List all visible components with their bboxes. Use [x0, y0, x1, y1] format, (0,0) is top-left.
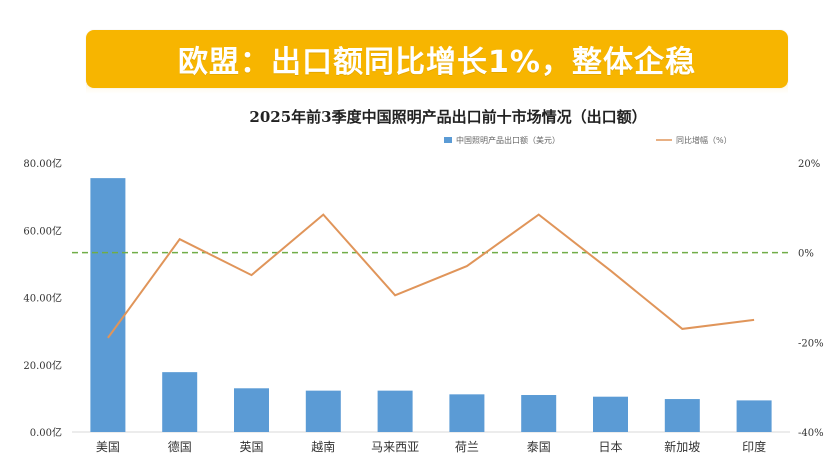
- left-tick-label: 60.00亿: [23, 224, 62, 237]
- category-label: 印度: [742, 439, 766, 454]
- legend: 中国照明产品出口额（美元） 同比增幅（%）: [444, 135, 732, 145]
- category-label: 越南: [311, 439, 335, 454]
- banner-shadow: [86, 84, 788, 94]
- bar-series: [90, 178, 772, 432]
- legend-bar-label: 中国照明产品出口额（美元）: [456, 135, 560, 145]
- bar: [449, 394, 485, 432]
- bar: [521, 395, 557, 432]
- bar: [90, 178, 126, 432]
- bar: [736, 400, 772, 432]
- right-tick-label: -20%: [798, 338, 824, 349]
- category-label: 英国: [239, 440, 263, 454]
- bar: [305, 390, 341, 432]
- category-label: 美国: [96, 440, 120, 454]
- category-label: 荷兰: [455, 440, 479, 454]
- bar: [377, 390, 413, 432]
- left-tick-label: 40.00亿: [23, 292, 62, 305]
- right-axis: -40% -20% 0% 20%: [798, 159, 824, 439]
- category-label: 新加坡: [664, 439, 700, 454]
- bar: [664, 399, 700, 432]
- category-label: 日本: [598, 440, 622, 454]
- legend-line-label: 同比增幅（%）: [676, 135, 732, 145]
- bar: [162, 372, 198, 432]
- category-label: 德国: [168, 439, 192, 454]
- category-label: 马来西亚: [371, 440, 419, 454]
- left-tick-label: 20.00亿: [23, 359, 62, 372]
- headline-text: 欧盟：出口额同比增长1%，整体企稳: [178, 45, 696, 80]
- right-tick-label: 20%: [798, 159, 820, 170]
- category-label: 泰国: [527, 440, 551, 454]
- headline-banner: 欧盟：出口额同比增长1%，整体企稳: [86, 30, 788, 88]
- left-axis: 0.00亿 20.00亿 40.00亿 60.00亿 80.00亿: [23, 157, 62, 439]
- bar: [593, 396, 628, 432]
- left-tick-label: 0.00亿: [30, 426, 62, 439]
- right-tick-label: -40%: [798, 428, 824, 439]
- growth-line: [107, 213, 755, 339]
- category-labels: 美国 德国 英国 越南 马来西亚 荷兰 泰国 日本 新加坡 印度: [96, 439, 766, 454]
- left-tick-label: 80.00亿: [23, 157, 62, 170]
- chart-title: 2025年前3季度中国照明产品出口前十市场情况（出口额）: [249, 108, 646, 126]
- right-tick-label: 0%: [798, 249, 814, 260]
- legend-bar-swatch: [444, 137, 452, 143]
- bar: [234, 388, 269, 432]
